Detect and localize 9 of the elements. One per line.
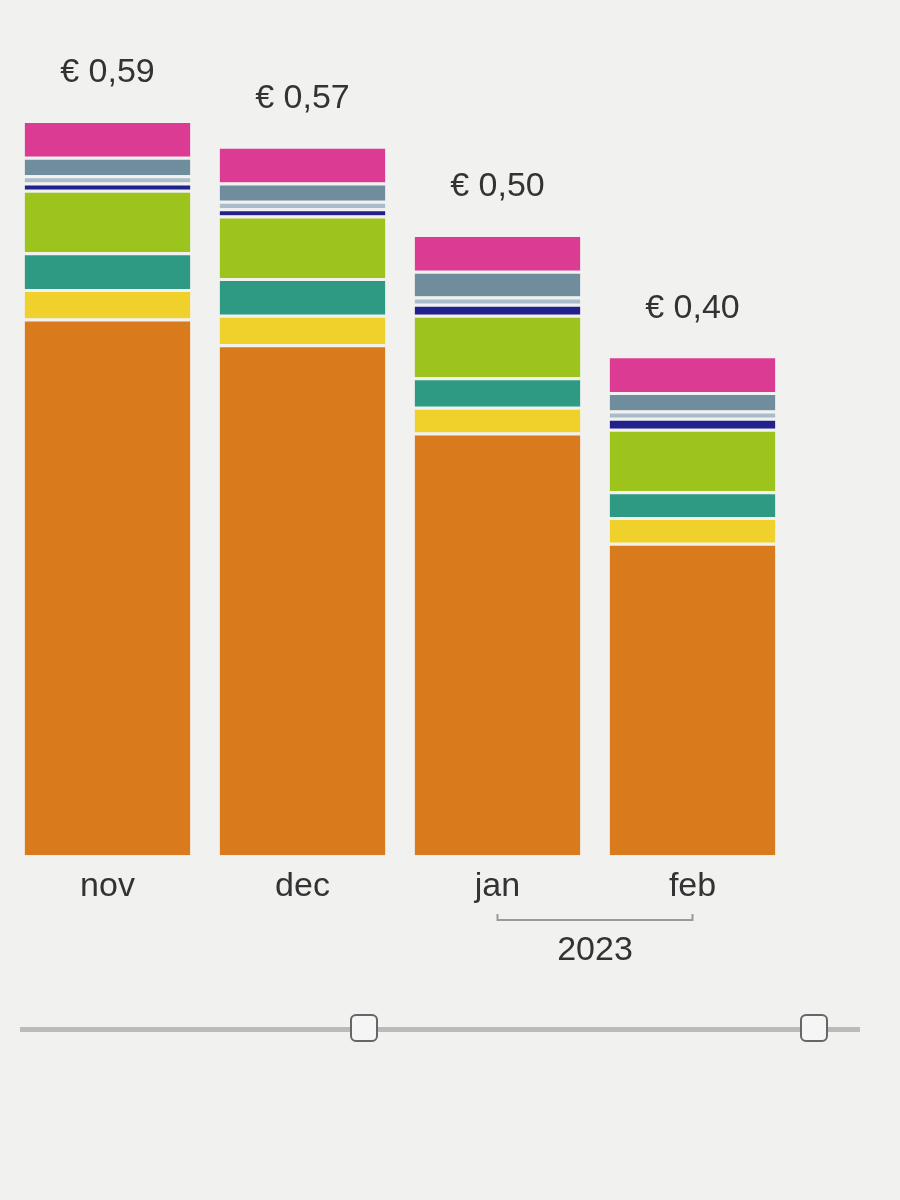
annotation: € 0,59 — [60, 51, 155, 90]
x-tick-label: nov — [80, 864, 135, 903]
annotation: € 0,50 — [450, 165, 545, 204]
annotation: € 0,40 — [645, 286, 740, 325]
x-tick-label: feb — [668, 864, 717, 903]
x-tick-label: dec — [275, 864, 330, 903]
annotation: € 0,57 — [255, 77, 350, 116]
text: 2023 — [557, 929, 633, 968]
x-tick-label: jan — [473, 864, 521, 903]
